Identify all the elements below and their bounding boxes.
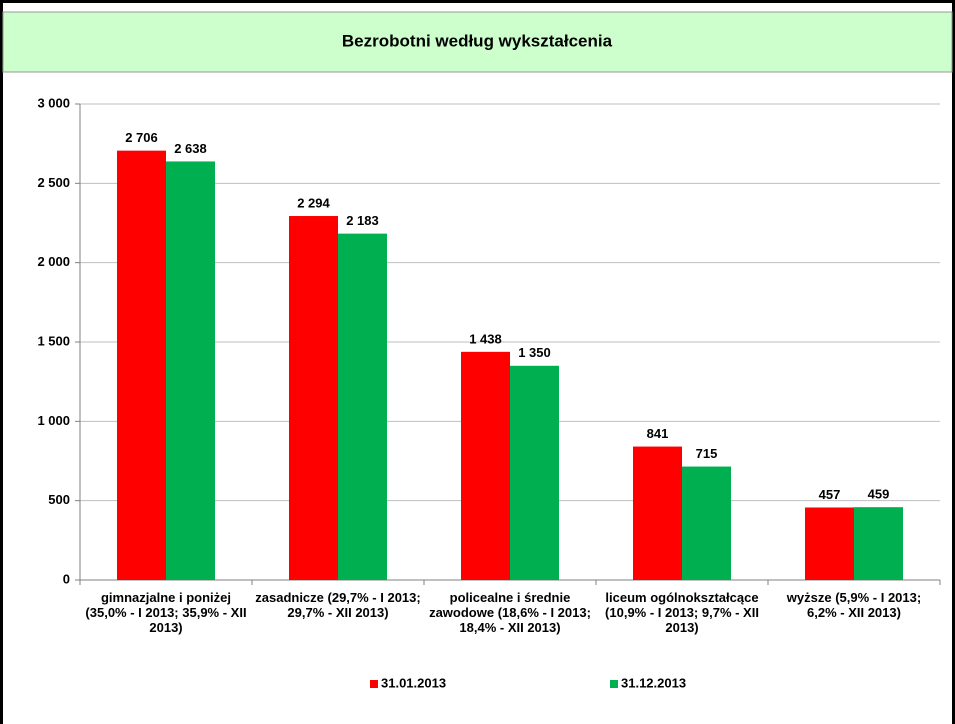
y-tick-label: 1 500 bbox=[37, 333, 70, 348]
bar bbox=[289, 216, 338, 580]
bar bbox=[461, 351, 510, 580]
y-tick-label: 1 000 bbox=[37, 413, 70, 428]
bar bbox=[117, 150, 166, 580]
bar bbox=[854, 507, 903, 580]
x-tick-label: zasadnicze (29,7% - I 2013; 29,7% - XII … bbox=[255, 590, 421, 620]
y-tick-label: 3 000 bbox=[37, 95, 70, 110]
y-tick-label: 0 bbox=[63, 571, 70, 586]
data-label: 2 294 bbox=[297, 195, 330, 210]
x-tick-label: policealne i średnie zawodowe (18,6% - I… bbox=[429, 590, 591, 635]
bar bbox=[166, 161, 215, 581]
y-tick-label: 2 000 bbox=[37, 254, 70, 269]
bar bbox=[633, 446, 682, 580]
legend-swatch bbox=[610, 680, 618, 688]
x-tick-label: gimnazjalne i poniżej (35,0% - I 2013; 3… bbox=[85, 590, 247, 635]
bar bbox=[805, 507, 854, 580]
bar bbox=[338, 233, 387, 580]
data-label: 457 bbox=[819, 487, 841, 502]
data-label: 459 bbox=[868, 487, 890, 502]
data-label: 715 bbox=[696, 446, 718, 461]
data-label: 841 bbox=[647, 426, 669, 441]
data-label: 1 350 bbox=[518, 345, 551, 360]
y-tick-label: 2 500 bbox=[37, 175, 70, 190]
data-label: 2 638 bbox=[174, 141, 207, 156]
data-label: 2 706 bbox=[125, 130, 158, 145]
bar bbox=[682, 466, 731, 580]
chart-title: Bezrobotni według wykształcenia bbox=[342, 31, 613, 50]
title-band bbox=[2, 11, 953, 73]
legend-label: 31.01.2013 bbox=[381, 675, 446, 690]
legend-label: 31.12.2013 bbox=[621, 675, 686, 690]
data-label: 2 183 bbox=[346, 213, 379, 228]
x-tick-label: wyższe (5,9% - I 2013; 6,2% - XII 2013) bbox=[786, 590, 922, 620]
x-tick-label: liceum ogólnokształcące (10,9% - I 2013;… bbox=[605, 590, 759, 635]
legend-swatch bbox=[370, 680, 378, 688]
bar bbox=[510, 365, 559, 580]
y-tick-label: 500 bbox=[48, 492, 70, 507]
data-label: 1 438 bbox=[469, 331, 502, 346]
